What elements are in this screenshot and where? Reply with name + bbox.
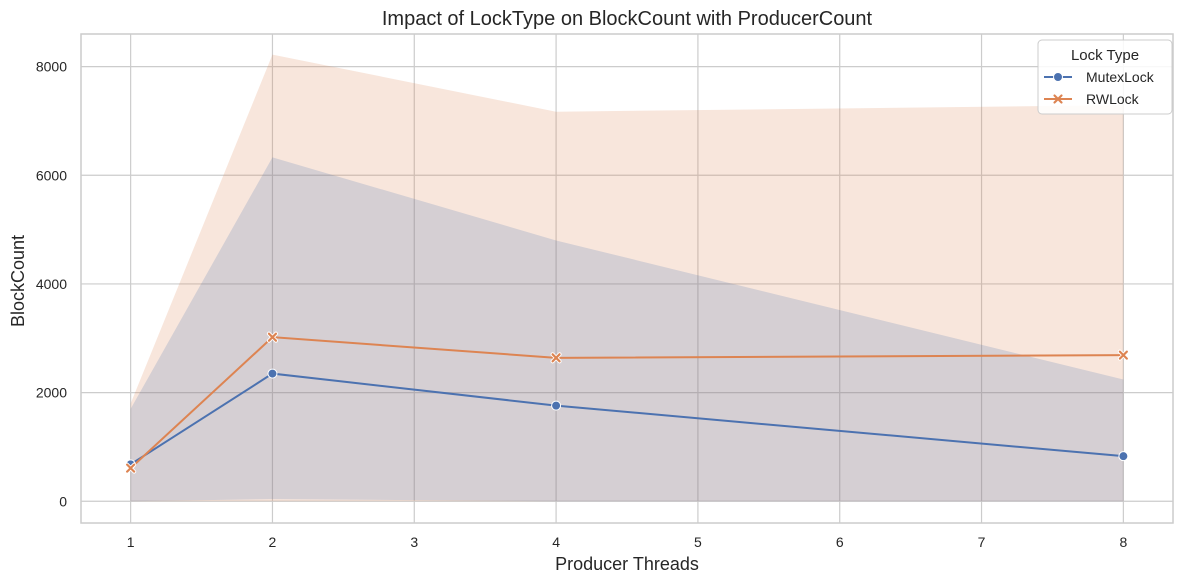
legend-marker-rwlock bbox=[1053, 94, 1063, 104]
y-tick-label: 0 bbox=[59, 493, 67, 509]
data-point-mutexlock bbox=[551, 400, 562, 411]
x-tick-label: 3 bbox=[410, 534, 418, 550]
y-axis-label: BlockCount bbox=[8, 235, 28, 327]
series-line-rwlock bbox=[129, 336, 1124, 469]
legend-label-mutexlock: MutexLock bbox=[1086, 69, 1155, 85]
chart-title: Impact of LockType on BlockCount with Pr… bbox=[382, 8, 873, 30]
legend: Lock Type MutexLock RWLock bbox=[1037, 39, 1173, 115]
legend-items: MutexLock RWLock bbox=[1044, 69, 1155, 107]
series-line-mutexlock bbox=[130, 372, 1124, 466]
data-point-mutexlock bbox=[267, 368, 278, 379]
x-tick-label: 6 bbox=[836, 534, 844, 550]
legend-frame bbox=[1037, 39, 1173, 115]
data-point-rwlock bbox=[125, 462, 137, 474]
confidence-bands bbox=[130, 54, 1124, 502]
data-point-rwlock bbox=[550, 352, 562, 364]
x-tick-label: 4 bbox=[552, 534, 560, 550]
x-axis-label: Producer Threads bbox=[555, 554, 699, 574]
axes: 1 2 3 4 5 6 7 8 0 2000 4000 6000 8000 bbox=[36, 33, 1174, 550]
y-tick-label: 8000 bbox=[36, 59, 67, 75]
x-tick-label: 8 bbox=[1119, 534, 1127, 550]
data-point-mutexlock bbox=[1118, 451, 1129, 462]
confidence-band-rwlock bbox=[130, 54, 1124, 502]
plot-frame bbox=[80, 33, 1174, 524]
legend-label-rwlock: RWLock bbox=[1086, 91, 1140, 107]
x-tick-label: 5 bbox=[694, 534, 702, 550]
x-tick-label: 1 bbox=[127, 534, 135, 550]
x-tick-label: 7 bbox=[978, 534, 986, 550]
confidence-band-mutexlock bbox=[130, 157, 1124, 502]
data-point-rwlock bbox=[1117, 349, 1129, 361]
legend-marker-mutexlock bbox=[1053, 72, 1063, 82]
y-tick-label: 4000 bbox=[36, 276, 67, 292]
y-tick-label: 2000 bbox=[36, 385, 67, 401]
series-lines bbox=[129, 336, 1124, 469]
x-tick-label: 2 bbox=[269, 534, 277, 550]
series-markers bbox=[125, 331, 1129, 474]
y-tick-label: 6000 bbox=[36, 167, 67, 183]
grid bbox=[81, 34, 1173, 523]
data-point-rwlock bbox=[266, 331, 278, 343]
legend-title: Lock Type bbox=[1071, 47, 1139, 64]
